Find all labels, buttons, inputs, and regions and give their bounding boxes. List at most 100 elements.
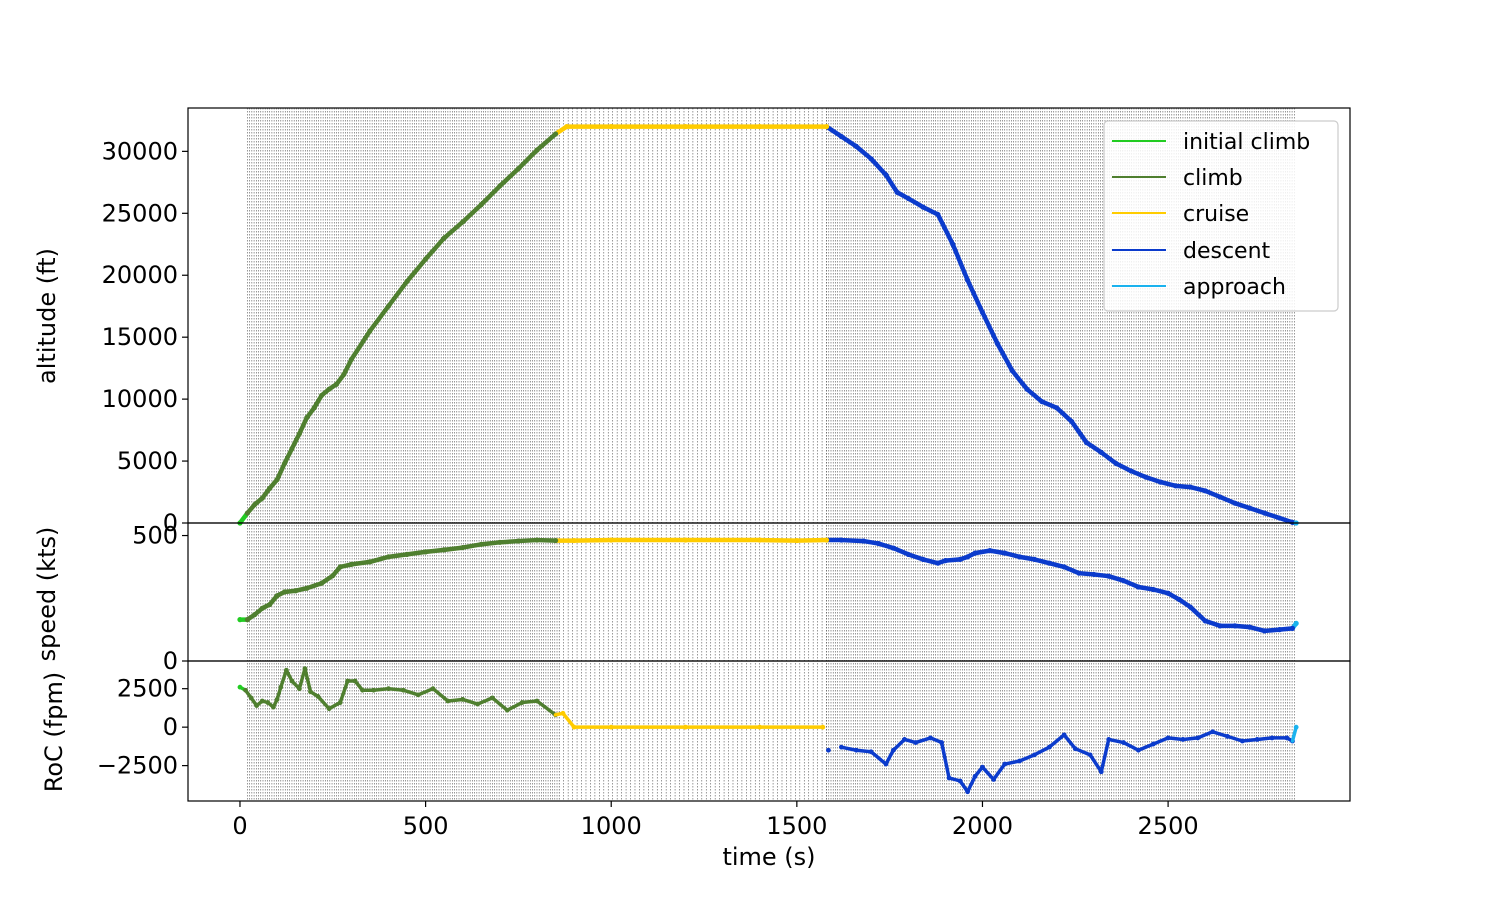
legend: initial climb climb cruise descent appro… xyxy=(1103,120,1339,312)
legend-label-approach: approach xyxy=(1183,275,1286,300)
speed-data-point xyxy=(259,605,265,611)
altitude-series-segment xyxy=(1054,405,1074,424)
speed-data-point xyxy=(1091,571,1097,578)
altitude-series-segment xyxy=(1039,399,1059,411)
roc-series-segment xyxy=(939,740,951,780)
altitude-data-point xyxy=(304,415,310,421)
speed-series-segment xyxy=(534,537,558,543)
legend-label-climb: climb xyxy=(1183,166,1243,191)
altitude-series-segment xyxy=(297,415,310,437)
speed-data-point xyxy=(1262,628,1268,634)
speed-data-point xyxy=(293,588,299,594)
altitude-data-point xyxy=(341,371,347,377)
roc-series-segment xyxy=(1181,736,1200,742)
roc-series-segment xyxy=(1166,736,1185,742)
altitude-data-point xyxy=(296,431,302,437)
roc-series-segment xyxy=(1062,733,1078,751)
altitude-y-tick-label: 25000 xyxy=(102,199,178,227)
altitude-series-segment xyxy=(386,279,410,309)
roc-series-segment xyxy=(965,774,977,794)
roc-series-segment xyxy=(1099,737,1111,774)
altitude-series-segment xyxy=(534,131,558,153)
speed-data-point xyxy=(1247,624,1253,630)
altitude-data-point xyxy=(367,328,373,334)
speed-data-point xyxy=(823,537,830,543)
altitude-y-tick-label: 20000 xyxy=(102,261,178,289)
speed-series-segment xyxy=(497,538,521,545)
tick-layer: 0500010000150002000025000300000500−25000… xyxy=(97,137,1199,840)
speed-series-segment xyxy=(794,537,829,543)
speed-series-segment xyxy=(1202,618,1223,629)
speed-series-segment xyxy=(1188,604,1208,624)
altitude-data-point xyxy=(608,123,614,130)
roc-series-segment xyxy=(460,697,480,706)
roc-series-segment xyxy=(520,699,539,705)
speed-data-point xyxy=(478,541,484,547)
speed-series-segment xyxy=(441,545,465,553)
altitude-data-point xyxy=(534,147,540,153)
panel-frames xyxy=(187,107,1351,802)
speed-data-point xyxy=(515,538,522,544)
altitude-data-point xyxy=(1128,468,1134,474)
speed-data-point xyxy=(1232,623,1238,629)
speed-series-segment xyxy=(1061,564,1082,576)
legend-label-descent: descent xyxy=(1183,239,1271,264)
speed-data-point xyxy=(552,537,559,544)
speed-data-point xyxy=(1217,623,1223,629)
x-tick-label: 2000 xyxy=(952,812,1013,840)
altitude-series-segment xyxy=(883,172,900,195)
altitude-series-segment xyxy=(274,461,287,482)
speed-data-point xyxy=(1150,586,1156,593)
roc-series-segment xyxy=(490,696,510,712)
roc-series-segment xyxy=(303,666,313,694)
speed-data-point xyxy=(965,554,971,560)
roc-series-segment xyxy=(475,696,495,706)
speed-data-point xyxy=(404,551,410,557)
roc-series-segment xyxy=(869,750,888,766)
altitude-series-segment xyxy=(965,277,985,315)
altitude-series-segment xyxy=(839,134,859,149)
altitude-data-point xyxy=(1217,494,1223,500)
roc-series-segment xyxy=(371,686,391,692)
altitude-series-segment xyxy=(404,256,428,284)
altitude-series-segment xyxy=(367,303,391,334)
altitude-data-point xyxy=(868,156,874,162)
altitude-series-segment xyxy=(905,196,926,210)
speed-data-point xyxy=(861,538,867,544)
altitude-data-point xyxy=(289,446,295,452)
speed-data-point xyxy=(794,537,800,544)
altitude-data-point xyxy=(422,256,429,262)
altitude-series-segment xyxy=(349,328,373,362)
roc-series-segment xyxy=(854,748,873,754)
legend-box xyxy=(1103,120,1339,312)
speed-y-tick-label: 0 xyxy=(163,647,178,675)
altitude-series-segment xyxy=(1232,500,1253,511)
altitude-series-segment xyxy=(1262,510,1282,521)
roc-series-segment xyxy=(1002,759,1022,766)
altitude-data-point xyxy=(1068,418,1075,425)
altitude-data-point xyxy=(1143,474,1149,480)
speed-data-point xyxy=(237,617,243,623)
speed-data-point xyxy=(608,537,614,543)
altitude-series-segment xyxy=(868,156,889,178)
altitude-data-point xyxy=(920,204,926,210)
altitude-data-point xyxy=(319,392,325,399)
x-axis-title: time (s) xyxy=(722,843,815,871)
speed-data-point xyxy=(757,537,763,543)
altitude-series-segment xyxy=(441,219,465,241)
roc-series-segment xyxy=(535,699,558,717)
speed-data-point xyxy=(890,545,896,551)
altitude-data-point xyxy=(1247,505,1253,511)
roc-series-segment xyxy=(279,668,289,689)
altitude-data-point xyxy=(838,133,844,140)
legend-label-cruise: cruise xyxy=(1183,202,1249,227)
altitude-data-point xyxy=(757,123,763,130)
roc-series-segment xyxy=(1106,737,1126,745)
speed-series-segment xyxy=(516,537,540,544)
altitude-data-point xyxy=(1262,510,1268,516)
altitude-data-point xyxy=(965,277,971,283)
speed-data-point xyxy=(244,617,250,623)
speed-data-point xyxy=(1106,573,1112,579)
speed-series-segment xyxy=(367,554,391,565)
